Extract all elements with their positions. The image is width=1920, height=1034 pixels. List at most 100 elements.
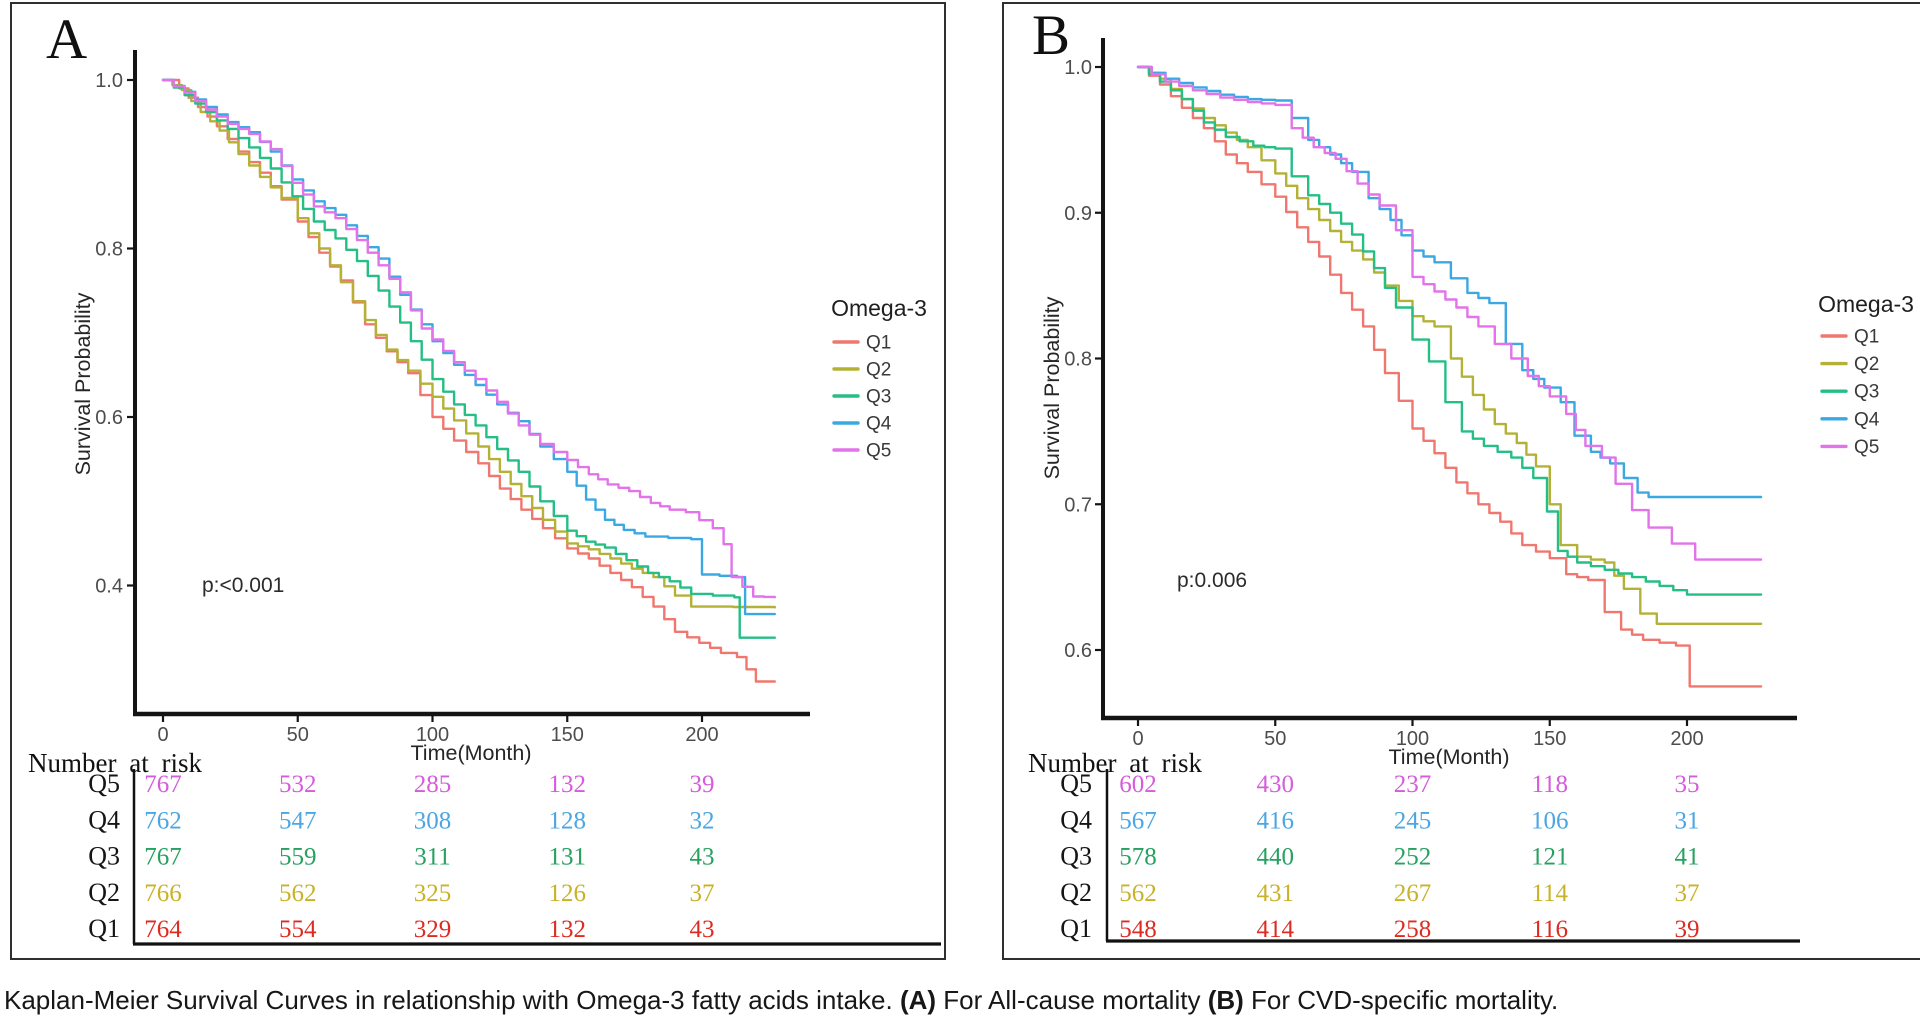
legend-title: Omega-3 xyxy=(1818,291,1914,317)
risk-count: 767 xyxy=(144,844,182,871)
x-tick-label: 50 xyxy=(287,724,309,746)
risk-count: 237 xyxy=(1394,771,1432,798)
caption-segment: For All-cause mortality xyxy=(936,985,1208,1015)
legend-item-label: Q3 xyxy=(866,387,891,408)
km-curve-q4-panel-a xyxy=(161,78,776,616)
y-tick-label: 0.8 xyxy=(1064,349,1092,371)
risk-count: 116 xyxy=(1531,916,1568,943)
risk-count: 267 xyxy=(1394,880,1432,907)
risk-count: 35 xyxy=(1675,771,1700,798)
y-tick-label: 1.0 xyxy=(95,70,123,92)
risk-row-label: Q2 xyxy=(1060,878,1092,907)
legend-item-label: Q1 xyxy=(1854,327,1879,348)
y-tick-label: 0.6 xyxy=(1064,640,1092,662)
risk-row-label: Q4 xyxy=(1060,805,1092,834)
risk-count: 131 xyxy=(549,844,587,871)
x-tick-label: 0 xyxy=(157,724,168,746)
risk-count: 414 xyxy=(1257,916,1295,943)
km-curve-q5-panel-a xyxy=(161,78,776,599)
y-tick-label: 0.7 xyxy=(1064,494,1092,516)
legend-item-label: Q5 xyxy=(866,441,891,462)
risk-count: 311 xyxy=(414,844,451,871)
risk-count: 39 xyxy=(1675,916,1700,943)
risk-count: 766 xyxy=(144,880,182,907)
risk-row-label: Q3 xyxy=(88,842,120,871)
x-tick-label: 100 xyxy=(1396,728,1429,750)
km-curve-q1-panel-b xyxy=(1136,65,1763,688)
x-tick-label: 50 xyxy=(1264,728,1286,750)
km-curve-q3-panel-a xyxy=(161,78,776,639)
panel-label-a: A xyxy=(46,8,87,71)
risk-row-label: Q5 xyxy=(1060,769,1092,798)
caption-segment: For CVD-specific mortality. xyxy=(1243,985,1559,1015)
risk-count: 39 xyxy=(690,771,715,798)
risk-count: 308 xyxy=(414,807,452,834)
risk-row-label: Q1 xyxy=(88,914,120,943)
risk-count: 37 xyxy=(1675,880,1700,907)
risk-count: 562 xyxy=(279,880,317,907)
x-tick-label: 100 xyxy=(416,724,449,746)
risk-count: 416 xyxy=(1257,807,1295,834)
p-value-text: p:0.006 xyxy=(1177,569,1247,592)
y-tick-label: 0.6 xyxy=(95,407,123,429)
risk-count: 126 xyxy=(549,880,587,907)
x-tick-label: 200 xyxy=(685,724,718,746)
legend-title: Omega-3 xyxy=(831,295,927,321)
legend-item-label: Q4 xyxy=(1854,409,1880,430)
x-tick-label: 150 xyxy=(1533,728,1566,750)
caption-segment: Kaplan-Meier Survival Curves in relation… xyxy=(4,985,900,1015)
risk-count: 578 xyxy=(1119,844,1157,871)
panel-b-plot: B1.0 0.9 0.8 0.7 0.6 0 50 100 150 200 Survival Pro… xyxy=(1028,4,1914,943)
risk-count: 37 xyxy=(690,880,715,907)
x-tick-label: 200 xyxy=(1670,728,1703,750)
risk-table-header: Number at risk xyxy=(1028,748,1202,778)
km-curve-q3-panel-b xyxy=(1136,65,1763,596)
risk-count: 43 xyxy=(690,844,715,871)
risk-count: 258 xyxy=(1394,916,1432,943)
y-tick-label: 0.9 xyxy=(1064,203,1092,225)
km-curve-q5-panel-b xyxy=(1136,65,1763,561)
risk-count: 602 xyxy=(1119,771,1157,798)
risk-count: 440 xyxy=(1257,844,1295,871)
risk-count: 764 xyxy=(144,916,182,943)
risk-count: 114 xyxy=(1531,880,1568,907)
risk-count: 252 xyxy=(1394,844,1432,871)
y-tick-label: 0.8 xyxy=(95,239,123,261)
legend-item-label: Q4 xyxy=(866,414,892,435)
risk-count: 325 xyxy=(414,880,452,907)
risk-count: 548 xyxy=(1119,916,1157,943)
x-axis-title: Time(Month) xyxy=(1388,745,1509,769)
risk-count: 245 xyxy=(1394,807,1432,834)
risk-count: 31 xyxy=(1675,807,1700,834)
risk-count: 32 xyxy=(690,807,715,834)
risk-row-label: Q3 xyxy=(1060,842,1092,871)
risk-row-label: Q1 xyxy=(1060,914,1092,943)
risk-count: 132 xyxy=(549,916,587,943)
x-tick-label: 0 xyxy=(1132,728,1143,750)
panel-b-border xyxy=(1002,2,1920,960)
x-axis-title: Time(Month) xyxy=(410,741,531,765)
risk-count: 121 xyxy=(1531,844,1569,871)
caption-bold-segment: (A) xyxy=(899,985,937,1015)
panel-label-b: B xyxy=(1032,4,1070,67)
risk-count: 567 xyxy=(1119,807,1157,834)
risk-row-label: Q2 xyxy=(88,878,120,907)
risk-count: 532 xyxy=(279,771,317,798)
risk-row-label: Q5 xyxy=(88,769,120,798)
legend-item-label: Q2 xyxy=(1854,354,1879,375)
x-tick-label: 150 xyxy=(551,724,584,746)
km-curve-q2-panel-b xyxy=(1136,65,1763,625)
risk-count: 431 xyxy=(1257,880,1295,907)
p-value-text: p:<0.001 xyxy=(202,574,284,597)
risk-count: 285 xyxy=(414,771,452,798)
risk-count: 43 xyxy=(690,916,715,943)
risk-count: 562 xyxy=(1119,880,1157,907)
risk-count: 559 xyxy=(279,844,317,871)
legend-item-label: Q5 xyxy=(1854,437,1879,458)
y-tick-label: 0.4 xyxy=(95,576,123,598)
caption-bold-segment: (B) xyxy=(1207,985,1244,1015)
figure-caption: Kaplan-Meier Survival Curves in relation… xyxy=(4,984,1912,1018)
legend-item-label: Q2 xyxy=(866,360,891,381)
